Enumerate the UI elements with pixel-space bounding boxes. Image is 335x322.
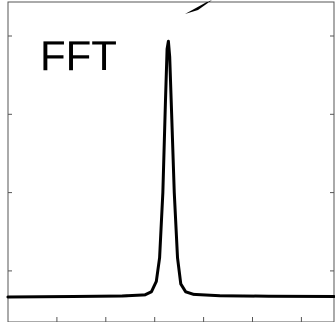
series-line-0 — [6, 39, 335, 299]
plot-frame — [7, 1, 335, 322]
plot-border — [7, 1, 335, 322]
series-group — [6, 39, 335, 299]
tick-marks — [7, 35, 334, 322]
arrow-pointer — [185, 0, 212, 14]
arrow-icon — [185, 0, 212, 14]
panel-label: FFT — [40, 32, 117, 79]
